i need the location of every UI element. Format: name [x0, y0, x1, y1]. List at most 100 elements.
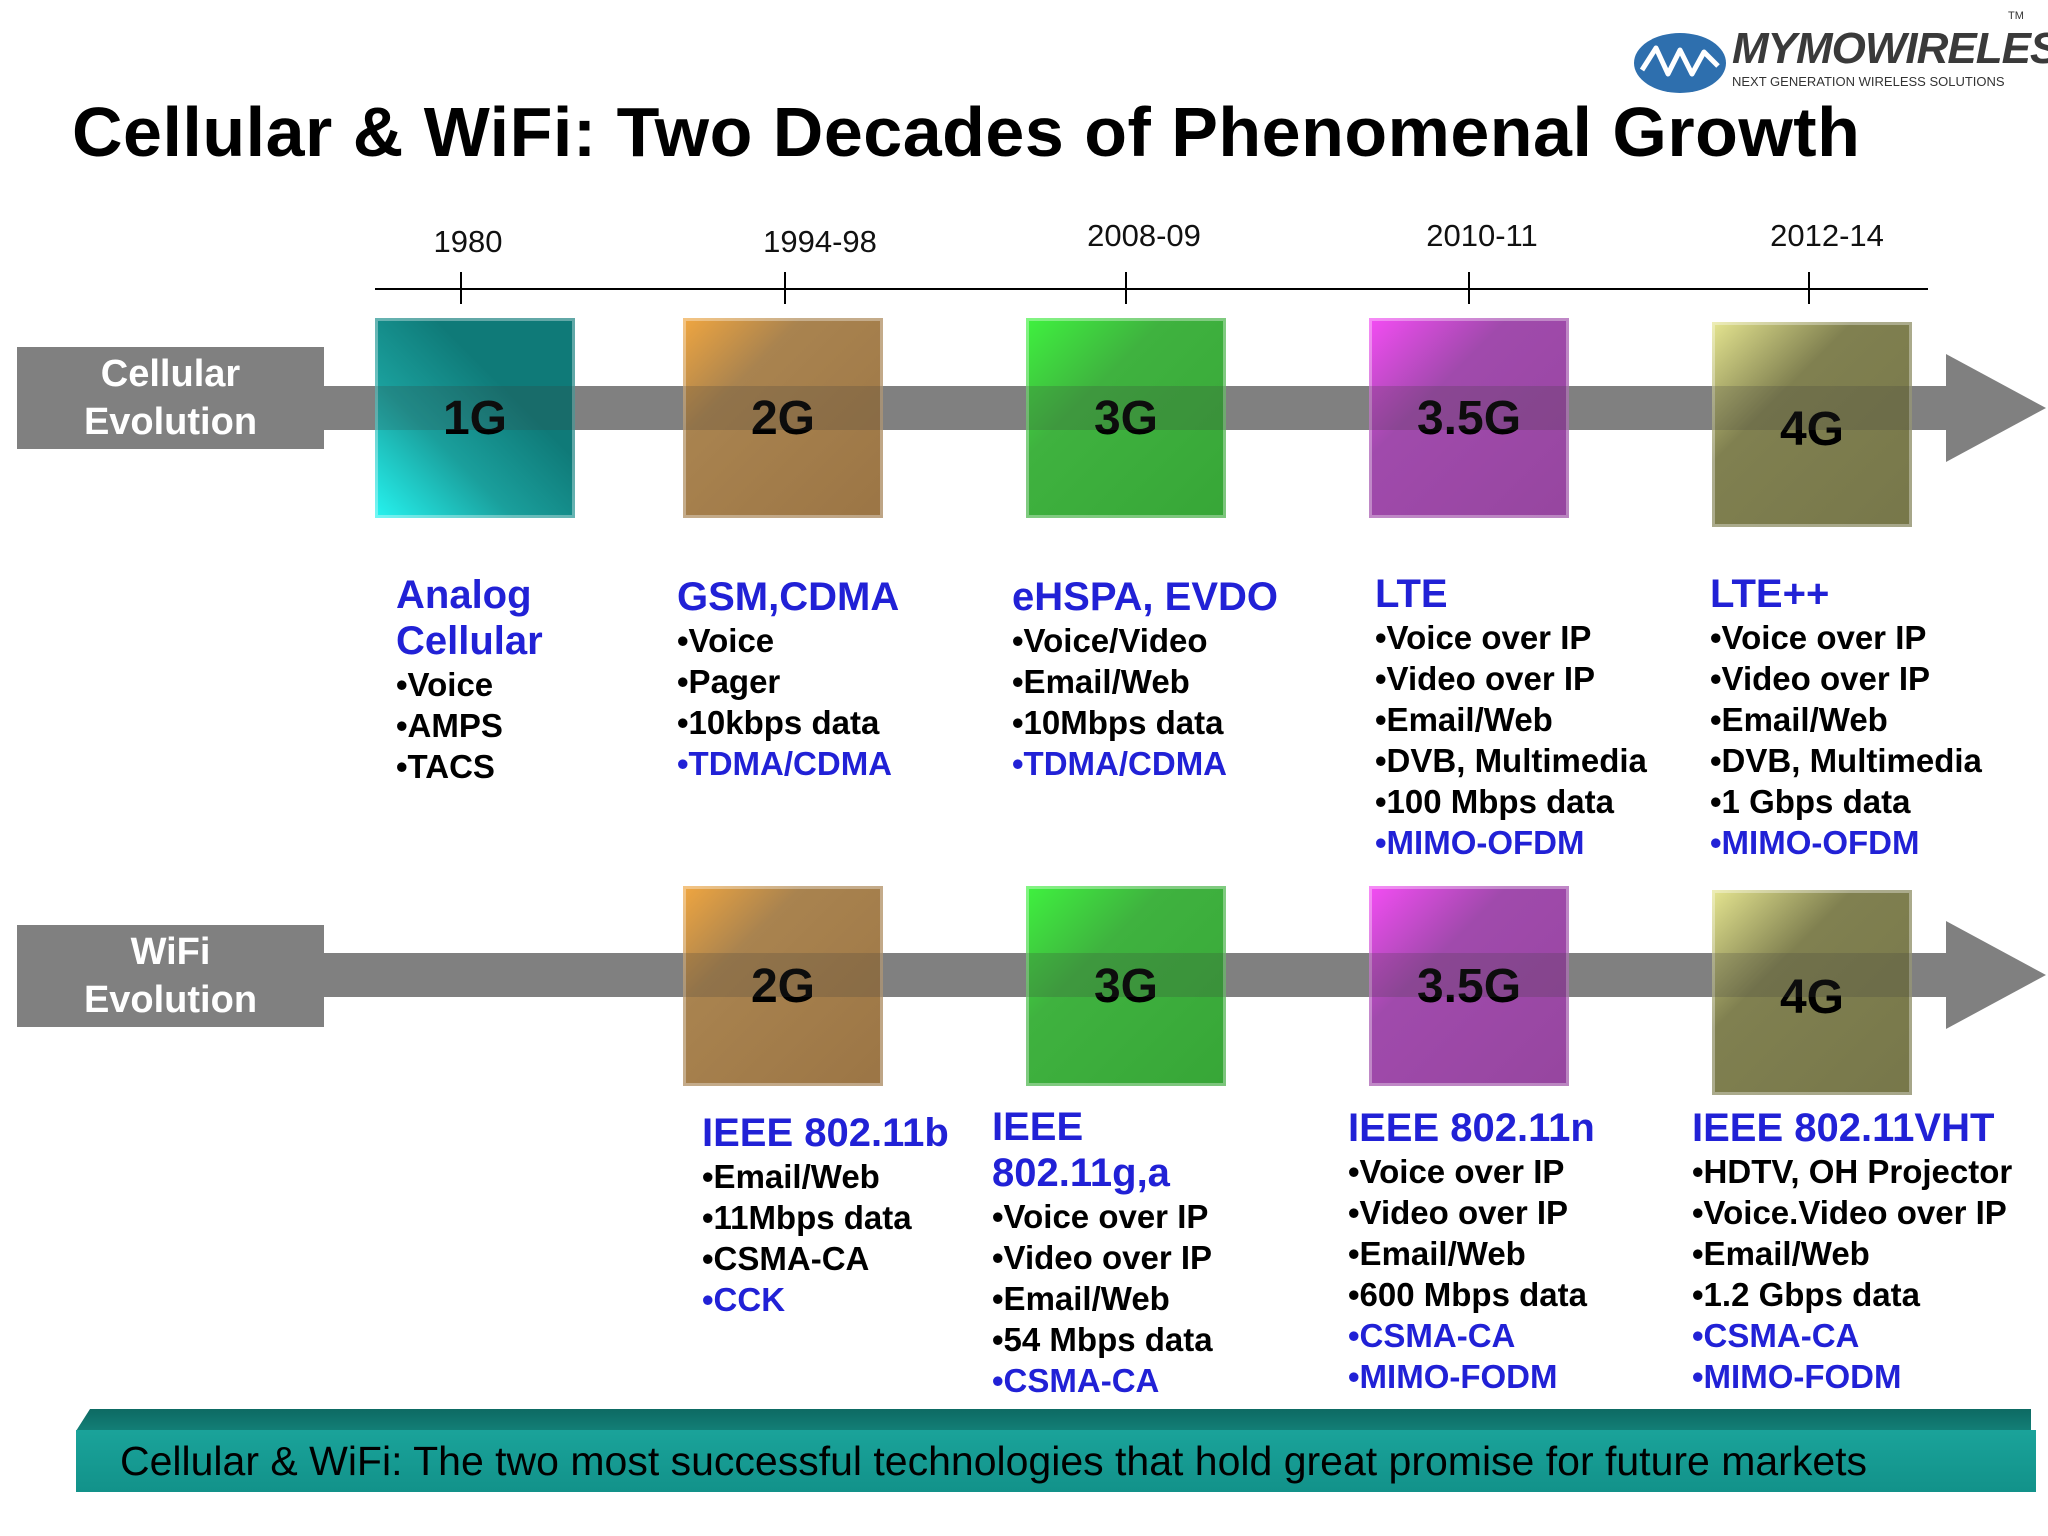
desc-item: •Video over IP	[992, 1239, 1213, 1276]
desc-item: •Email/Web	[992, 1280, 1170, 1317]
desc-item: •54 Mbps data	[992, 1321, 1213, 1358]
wifi-gen-box-2g: 2G	[683, 886, 883, 1086]
desc-title: GSM,CDMA	[677, 575, 900, 619]
wifi-desc-80211vht: IEEE 802.11VHT •HDTV, OH Projector •Voic…	[1692, 1105, 2012, 1397]
desc-title: LTE++	[1710, 572, 1830, 616]
timeline-tick	[1808, 272, 1810, 304]
desc-title: IEEE 802.11b	[702, 1111, 949, 1155]
cellular-evolution-label: Cellular Evolution	[17, 347, 324, 449]
cellular-desc-4g: LTE++ •Voice over IP •Video over IP •Ema…	[1710, 571, 1982, 863]
wifi-desc-80211b: IEEE 802.11b •Email/Web •11Mbps data •CS…	[702, 1110, 949, 1320]
band-overlay	[683, 386, 883, 430]
desc-item: •1 Gbps data	[1710, 783, 1911, 820]
trademark-mark: TM	[2008, 10, 2024, 22]
timeline-tick	[1468, 272, 1470, 304]
gen-box-label: 2G	[750, 959, 816, 1013]
logo-name: MYMOWIRELESS	[1732, 24, 2048, 73]
desc-title: IEEE 802.11g,a	[992, 1105, 1170, 1195]
desc-item: •10kbps data	[677, 704, 880, 741]
gen-box-label: 4G	[1779, 971, 1845, 1024]
desc-item-technology: •MIMO-OFDM	[1710, 824, 1920, 861]
desc-item: •TACS	[396, 748, 495, 785]
timeline-tick	[784, 272, 786, 304]
desc-item-technology: •CCK	[702, 1281, 786, 1318]
band-overlay	[1712, 953, 1912, 997]
desc-item: •Email/Web	[1692, 1235, 1870, 1272]
desc-item: •Voice.Video over IP	[1692, 1194, 2007, 1231]
desc-item: •Video over IP	[1375, 660, 1596, 697]
gen-box-4g: 4G	[1712, 322, 1912, 527]
desc-item: •CSMA-CA	[702, 1240, 870, 1277]
gen-box-label: 1G	[442, 391, 508, 445]
desc-item: •DVB, Multimedia	[1375, 742, 1647, 779]
desc-title: IEEE 802.11VHT	[1692, 1106, 1995, 1150]
band-overlay	[1712, 386, 1912, 430]
desc-item: •600 Mbps data	[1348, 1276, 1587, 1313]
wifi-gen-box-3g: 3G	[1026, 886, 1226, 1086]
gen-box-label: 3.5G	[1416, 391, 1522, 445]
desc-item: •HDTV, OH Projector	[1692, 1153, 2013, 1190]
timeline-year: 2008-09	[1087, 218, 1201, 253]
band-overlay	[1369, 386, 1569, 430]
wifi-desc-80211n: IEEE 802.11n •Voice over IP •Video over …	[1348, 1105, 1595, 1397]
wifi-desc-80211ga: IEEE 802.11g,a •Voice over IP •Video ove…	[992, 1104, 1213, 1401]
desc-item: •Video over IP	[1710, 660, 1931, 697]
gen-box-3g: 3G	[1026, 318, 1226, 518]
gen-box-label: 3.5G	[1416, 959, 1522, 1013]
wifi-gen-box-3-5g: 3.5G	[1369, 886, 1569, 1086]
desc-item-technology: •MIMO-OFDM	[1375, 824, 1585, 861]
desc-item: •Pager	[677, 663, 781, 700]
cellular-arrow-head	[1946, 354, 2046, 462]
desc-item: •Email/Web	[1348, 1235, 1526, 1272]
desc-item-technology: •CSMA-CA	[1348, 1317, 1516, 1354]
desc-title: Analog Cellular	[396, 573, 543, 663]
desc-item: •Voice over IP	[992, 1198, 1209, 1235]
desc-item: •DVB, Multimedia	[1710, 742, 1982, 779]
gen-box-label: 3G	[1093, 959, 1159, 1013]
company-logo: MYMOWIRELESS NEXT GENERATION WIRELESS SO…	[1632, 10, 2048, 100]
desc-item: •Email/Web	[702, 1158, 880, 1195]
desc-item: •Voice	[677, 622, 775, 659]
desc-item-technology: •TDMA/CDMA	[677, 745, 893, 782]
desc-item: •Email/Web	[1710, 701, 1888, 738]
desc-item: •Voice over IP	[1348, 1153, 1565, 1190]
band-overlay	[1369, 953, 1569, 997]
timeline-year: 1994-98	[763, 224, 877, 259]
desc-title: LTE	[1375, 572, 1448, 616]
desc-item: •AMPS	[396, 707, 503, 744]
wifi-gen-box-4g: 4G	[1712, 890, 1912, 1095]
desc-item-technology: •CSMA-CA	[1692, 1317, 1860, 1354]
cellular-desc-3-5g: LTE •Voice over IP •Video over IP •Email…	[1375, 571, 1647, 863]
footer-banner-bevel	[76, 1409, 2031, 1431]
wifi-evolution-label: WiFi Evolution	[17, 925, 324, 1027]
cellular-desc-1g: Analog Cellular •Voice •AMPS •TACS	[396, 572, 543, 787]
desc-item: •Email/Web	[1012, 663, 1190, 700]
band-overlay	[1026, 386, 1226, 430]
wifi-arrow-head	[1946, 921, 2046, 1029]
desc-item: •Email/Web	[1375, 701, 1553, 738]
desc-item-technology: •MIMO-FODM	[1348, 1358, 1558, 1395]
band-overlay	[375, 386, 575, 430]
gen-box-label: 2G	[750, 391, 816, 445]
gen-box-label: 4G	[1779, 403, 1845, 456]
desc-title: eHSPA, EVDO	[1012, 575, 1278, 619]
desc-item: •Video over IP	[1348, 1194, 1569, 1231]
desc-item: •1.2 Gbps data	[1692, 1276, 1920, 1313]
gen-box-label: 3G	[1093, 391, 1159, 445]
desc-item-technology: •CSMA-CA	[992, 1362, 1160, 1399]
gen-box-3-5g: 3.5G	[1369, 318, 1569, 518]
gen-box-1g: 1G	[375, 318, 575, 518]
timeline-year: 2012-14	[1770, 218, 1884, 253]
gen-box-2g: 2G	[683, 318, 883, 518]
band-overlay	[1026, 953, 1226, 997]
desc-title: IEEE 802.11n	[1348, 1106, 1595, 1150]
desc-item: •Voice over IP	[1710, 619, 1927, 656]
cellular-desc-2g: GSM,CDMA •Voice •Pager •10kbps data •TDM…	[677, 574, 899, 784]
timeline-year: 2010-11	[1426, 218, 1538, 253]
timeline-axis	[375, 288, 1928, 290]
logo-tagline: NEXT GENERATION WIRELESS SOLUTIONS	[1732, 74, 2005, 89]
footer-banner: Cellular & WiFi: The two most successful…	[76, 1430, 2036, 1492]
footer-text: Cellular & WiFi: The two most successful…	[120, 1437, 1868, 1484]
desc-item-technology: •MIMO-FODM	[1692, 1358, 1902, 1395]
band-overlay	[683, 953, 883, 997]
